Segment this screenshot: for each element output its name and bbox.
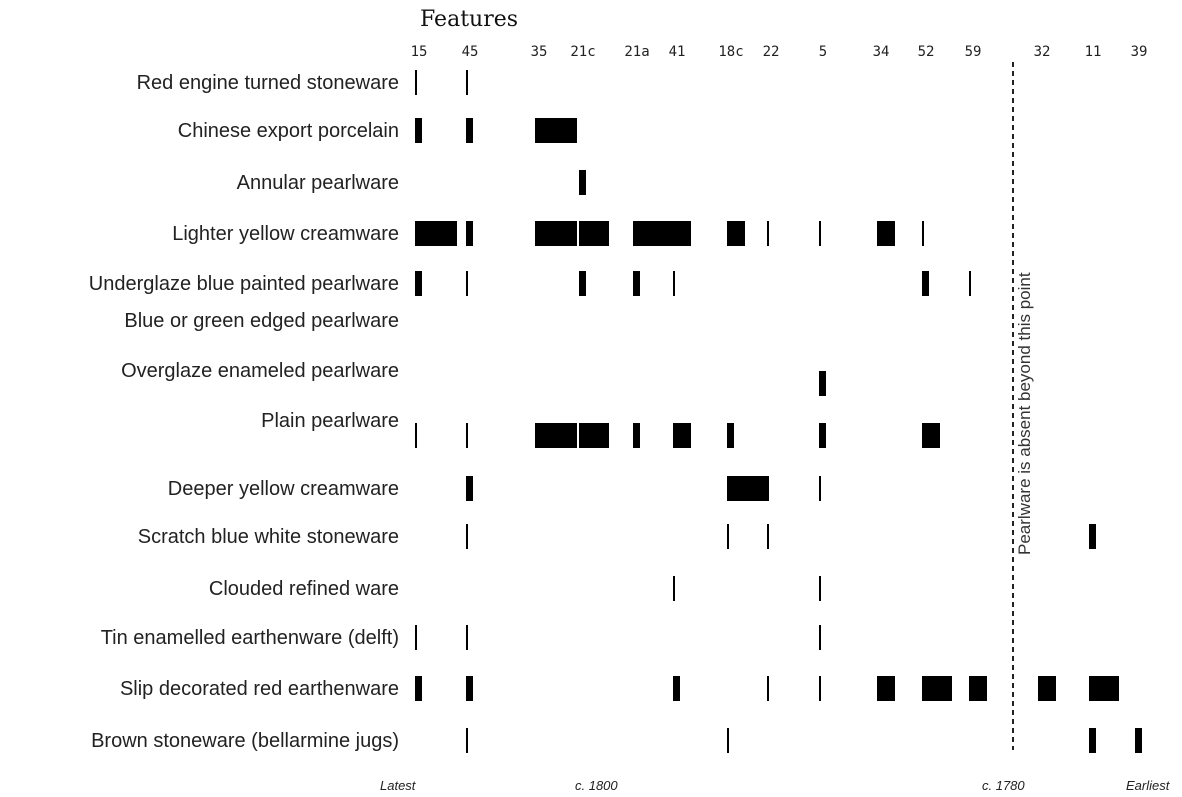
presence-bar xyxy=(466,271,468,296)
presence-bar xyxy=(579,170,586,195)
ware-label: Brown stoneware (bellarmine jugs) xyxy=(91,730,399,752)
presence-bar xyxy=(819,221,821,246)
feature-label-11: 11 xyxy=(1085,44,1102,60)
presence-bar xyxy=(1089,524,1096,549)
feature-label-45: 45 xyxy=(462,44,479,60)
presence-bar xyxy=(819,371,826,396)
ware-label: Deeper yellow creamware xyxy=(168,478,399,500)
ware-label: Underglaze blue painted pearlware xyxy=(89,273,399,295)
presence-bar xyxy=(877,221,895,246)
feature-label-22: 22 xyxy=(763,44,780,60)
presence-bar xyxy=(415,70,417,95)
feature-label-18c: 18c xyxy=(718,44,743,60)
presence-bars xyxy=(415,70,1142,753)
ware-label: Slip decorated red earthenware xyxy=(120,678,399,700)
feature-label-35: 35 xyxy=(531,44,548,60)
presence-bar xyxy=(727,728,729,753)
ware-label: Tin enamelled earthenware (delft) xyxy=(101,627,399,649)
timeline-c1800: c. 1800 xyxy=(575,778,618,793)
presence-bar xyxy=(1038,676,1056,701)
presence-bar xyxy=(673,423,691,448)
presence-bar xyxy=(727,221,745,246)
presence-bar xyxy=(579,423,609,448)
ware-label: Blue or green edged pearlware xyxy=(124,310,399,332)
presence-bar xyxy=(819,576,821,601)
presence-bar xyxy=(767,221,769,246)
presence-bar xyxy=(767,524,769,549)
presence-bar xyxy=(1135,728,1142,753)
feature-label-15: 15 xyxy=(411,44,428,60)
presence-bar xyxy=(535,221,577,246)
feature-label-59: 59 xyxy=(965,44,982,60)
presence-bar xyxy=(415,271,422,296)
ware-label: Clouded refined ware xyxy=(209,578,399,600)
pearlware-absent-note: Pearlware is absent beyond this point xyxy=(1015,272,1034,555)
presence-bar xyxy=(466,70,468,95)
presence-bar xyxy=(415,423,417,448)
presence-bar xyxy=(922,271,929,296)
presence-bar xyxy=(727,423,734,448)
presence-bar xyxy=(466,728,468,753)
feature-label-34: 34 xyxy=(873,44,890,60)
presence-bar xyxy=(767,676,769,701)
presence-bar xyxy=(415,625,417,650)
ware-label: Lighter yellow creamware xyxy=(172,223,399,245)
presence-bar xyxy=(466,423,468,448)
presence-bar xyxy=(579,271,586,296)
presence-bar xyxy=(969,271,971,296)
presence-bar xyxy=(819,676,821,701)
presence-bar xyxy=(877,676,895,701)
presence-bar xyxy=(466,118,473,143)
presence-bar xyxy=(673,221,691,246)
feature-label-39: 39 xyxy=(1131,44,1148,60)
feature-label-21c: 21c xyxy=(570,44,595,60)
presence-bar xyxy=(922,676,952,701)
presence-bar xyxy=(1089,728,1096,753)
presence-bar xyxy=(969,676,987,701)
presence-bar xyxy=(633,271,640,296)
timeline-latest: Latest xyxy=(380,778,417,793)
presence-bar xyxy=(1089,676,1119,701)
feature-label-21a: 21a xyxy=(624,44,649,60)
feature-label-32: 32 xyxy=(1034,44,1051,60)
presence-bar xyxy=(535,423,577,448)
presence-bar xyxy=(819,423,826,448)
presence-bar xyxy=(673,576,675,601)
feature-label-52: 52 xyxy=(918,44,935,60)
presence-bar xyxy=(415,118,422,143)
presence-bar xyxy=(466,625,468,650)
chart-title: Features xyxy=(420,7,518,32)
feature-labels: 15 45 35 21c 21a 41 18c 22 5 34 52 59 32 11 39 xyxy=(411,44,1148,60)
presence-bar xyxy=(466,676,473,701)
presence-bar xyxy=(673,271,675,296)
timeline-earliest: Earliest xyxy=(1126,778,1171,793)
presence-bar xyxy=(727,476,769,501)
presence-bar xyxy=(579,221,609,246)
presence-bar xyxy=(819,476,821,501)
presence-bar xyxy=(633,221,675,246)
ware-label: Overglaze enameled pearlware xyxy=(121,360,399,382)
feature-label-5: 5 xyxy=(819,44,827,60)
ware-label: Red engine turned stoneware xyxy=(137,72,399,94)
feature-label-41: 41 xyxy=(669,44,686,60)
ware-label: Chinese export porcelain xyxy=(178,120,399,142)
presence-bar xyxy=(415,676,422,701)
presence-bar xyxy=(922,221,924,246)
presence-bar xyxy=(535,118,577,143)
presence-bar xyxy=(727,524,729,549)
presence-bar xyxy=(466,524,468,549)
ware-label: Scratch blue white stoneware xyxy=(138,526,399,548)
timeline-c1780: c. 1780 xyxy=(982,778,1025,793)
presence-bar xyxy=(633,423,640,448)
ware-labels: Red engine turned stoneware Chinese expor… xyxy=(89,72,399,752)
ware-label: Plain pearlware xyxy=(261,410,399,432)
presence-bar xyxy=(673,676,680,701)
presence-bar xyxy=(415,221,457,246)
ware-label: Annular pearlware xyxy=(237,172,399,194)
presence-bar xyxy=(466,476,473,501)
presence-bar xyxy=(466,221,473,246)
presence-bar xyxy=(819,625,821,650)
presence-bar xyxy=(922,423,940,448)
